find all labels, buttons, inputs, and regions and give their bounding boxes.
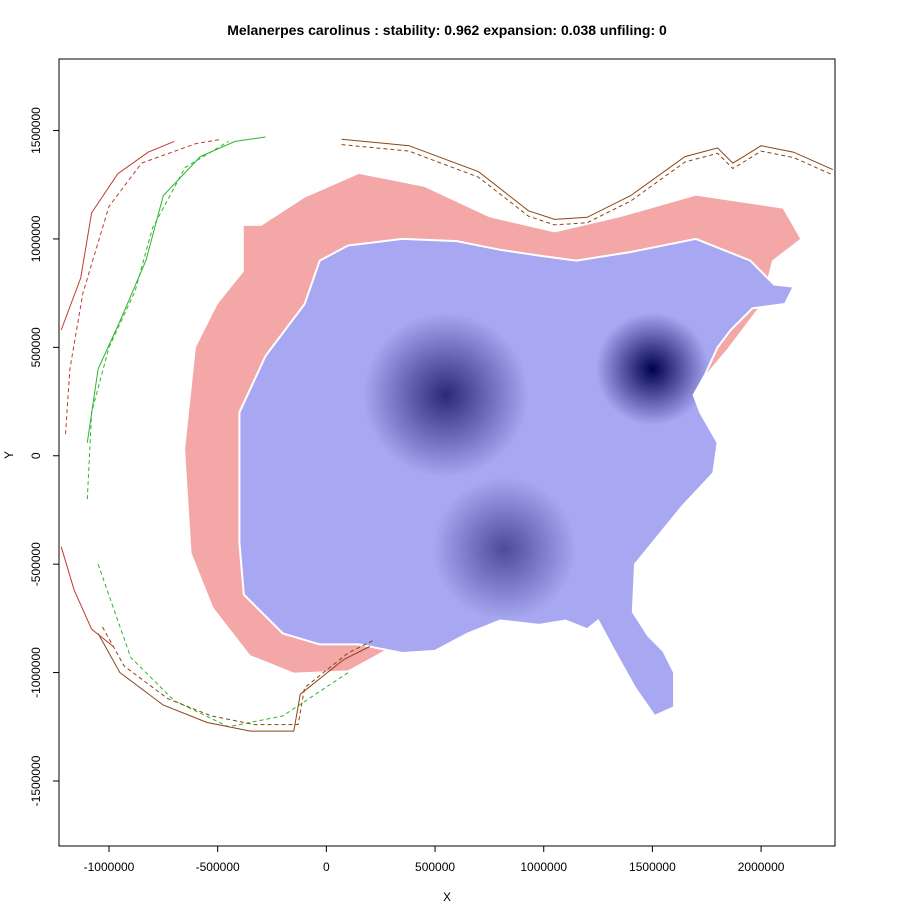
plot-frame <box>58 58 836 847</box>
density-peak <box>432 477 577 621</box>
x-axis-label: X <box>443 890 451 904</box>
x-tick-label: 1500000 <box>629 860 676 874</box>
native-envelope-dashed <box>86 140 229 500</box>
contour-layer <box>60 136 834 732</box>
invasive-envelope-line <box>60 140 175 331</box>
y-tick-label: 0 <box>29 452 43 459</box>
x-tick-label: 2000000 <box>738 860 785 874</box>
y-axis-label: Y <box>2 451 16 459</box>
x-tick-label: 1000000 <box>520 860 567 874</box>
y-tick-label: 1000000 <box>29 215 43 262</box>
density-peak <box>363 312 529 478</box>
x-tick-label: 500000 <box>415 860 455 874</box>
x-axis: -1000000 -500000 0 500000 1000000 1500000 2000… <box>84 846 785 874</box>
heatmap-layer <box>185 173 801 718</box>
x-tick-label: -1000000 <box>84 860 135 874</box>
x-tick-label: 0 <box>323 860 330 874</box>
outer-boundary-bottom <box>97 633 371 732</box>
y-tick-label: 500000 <box>29 327 43 367</box>
density-peak <box>595 312 709 426</box>
y-tick-label: 1500000 <box>29 107 43 154</box>
outer-boundary-top <box>341 138 834 220</box>
outer-boundary-bottom-dashed <box>102 626 375 726</box>
chart-title: Melanerpes carolinus : stability: 0.962 … <box>227 22 667 38</box>
occupied-edge <box>238 237 796 718</box>
y-tick-label: -500000 <box>29 542 43 586</box>
y-tick-label: -1000000 <box>29 647 43 698</box>
y-axis: -1500000 -1000000 -500000 0 500000 1000000 150… <box>29 107 59 806</box>
y-tick-label: -1500000 <box>29 755 43 806</box>
lower-envelope-dashed <box>97 564 349 728</box>
density-peaks <box>363 312 709 621</box>
native-envelope-line <box>86 136 266 443</box>
invasive-envelope-dashed <box>65 138 223 435</box>
x-tick-label: -500000 <box>196 860 240 874</box>
invasive-envelope-line-lower <box>60 546 114 647</box>
